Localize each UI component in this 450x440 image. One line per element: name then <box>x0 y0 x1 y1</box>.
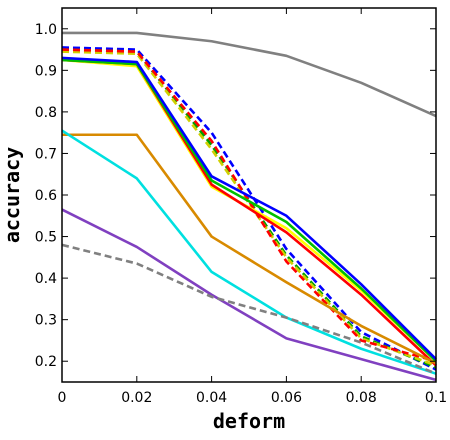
y-tick-label: 0.8 <box>35 105 57 121</box>
y-tick-label: 0.7 <box>35 146 57 162</box>
y-tick-label: 0.9 <box>35 63 57 79</box>
y-tick-label: 0.2 <box>35 354 57 370</box>
y-tick-label: 0.6 <box>35 188 57 204</box>
series-line-3 <box>61 48 437 369</box>
x-tick-label: 0.02 <box>121 390 152 406</box>
x-tick-label: 0.06 <box>271 390 302 406</box>
y-tick-label: 0.5 <box>35 230 57 246</box>
series-layer <box>61 31 437 382</box>
y-axis-label: accuracy <box>0 147 24 243</box>
series-line-10 <box>62 133 437 365</box>
tick-layer: 0 0.02 0.04 0.06 0.08 0.1 0.2 0.3 0.4 0.5 0.6 0.7 0.… <box>35 8 447 406</box>
series-line-9 <box>61 56 437 361</box>
y-tick-label: 0.4 <box>35 271 57 287</box>
x-tick-label: 0 <box>58 390 67 406</box>
y-tick-label: 0.3 <box>35 313 57 329</box>
x-tick-label: 0.08 <box>346 390 377 406</box>
series-line-12 <box>61 208 437 382</box>
series-line-5 <box>61 48 437 363</box>
series-line-8 <box>61 58 437 363</box>
series-line-2 <box>61 46 437 371</box>
y-tick-label: 1.0 <box>35 22 57 38</box>
x-tick-label: 0.1 <box>425 390 447 406</box>
x-axis-label: deform <box>213 409 285 433</box>
series-line-7 <box>61 58 437 367</box>
series-line-1 <box>62 31 437 118</box>
series-line-11 <box>61 129 437 375</box>
x-tick-label: 0.04 <box>196 390 227 406</box>
